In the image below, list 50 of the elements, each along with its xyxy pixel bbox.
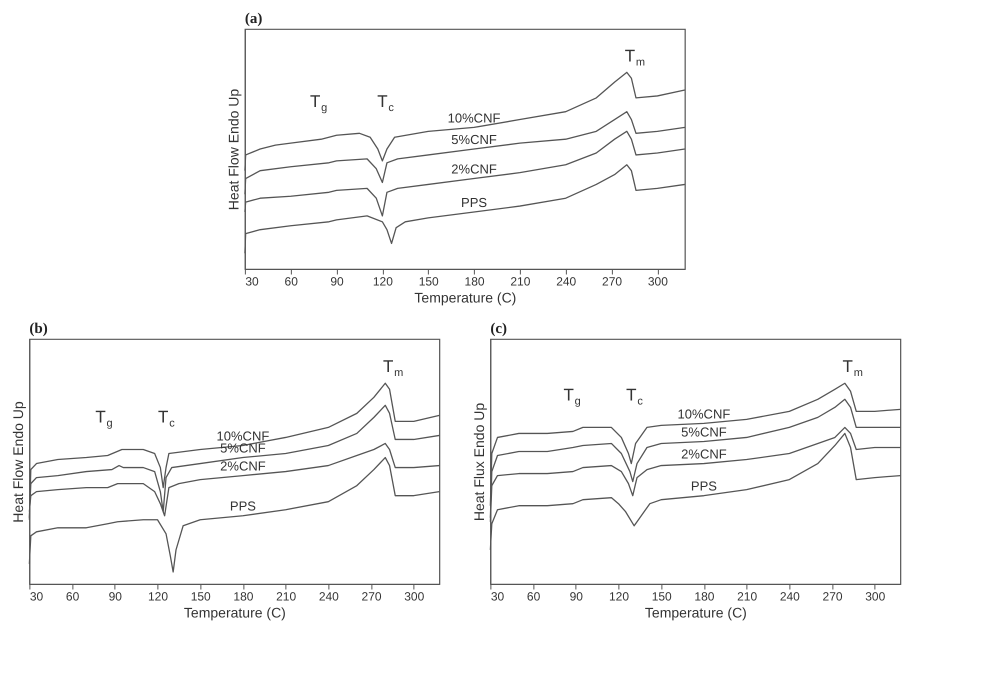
x-tick-label: 120 xyxy=(148,590,168,604)
x-tick-label: 150 xyxy=(418,274,440,288)
x-tick-label: 180 xyxy=(233,590,254,604)
x-tick-label: 300 xyxy=(404,590,425,604)
y-axis-title: Heat Flow Endo Up xyxy=(10,401,26,523)
chart-title: (a) xyxy=(244,11,262,27)
x-tick-label: 150 xyxy=(190,590,212,604)
x-tick-label: 210 xyxy=(510,274,531,288)
series-label: PPS xyxy=(230,498,256,514)
series-label: 2%CNF xyxy=(451,162,497,177)
y-axis-title: Heat Flow Endo Up xyxy=(225,88,242,210)
x-tick-label: 180 xyxy=(694,590,715,604)
x-axis-title: Temperature (C) xyxy=(184,604,286,620)
x-tick-label: 270 xyxy=(362,590,382,604)
x-axis-title: Temperature (C) xyxy=(414,290,516,306)
x-tick-label: 60 xyxy=(66,590,80,604)
series-label: PPS xyxy=(461,194,488,210)
x-tick-label: 240 xyxy=(318,590,340,604)
chart-title: (b) xyxy=(29,321,48,337)
series-label: 10%CNF xyxy=(448,110,500,126)
x-tick-label: 60 xyxy=(526,590,541,604)
x-tick-label: 30 xyxy=(30,590,44,604)
x-tick-label: 120 xyxy=(372,274,394,288)
x-tick-label: 300 xyxy=(865,590,886,604)
x-tick-label: 210 xyxy=(276,590,296,604)
x-tick-label: 60 xyxy=(284,274,298,288)
series-label: 2%CNF xyxy=(681,446,727,462)
x-tick-label: 150 xyxy=(652,590,672,604)
x-tick-label: 90 xyxy=(330,274,344,288)
x-tick-label: 120 xyxy=(608,590,630,604)
x-tick-label: 30 xyxy=(490,590,505,604)
x-tick-label: 90 xyxy=(570,590,584,604)
x-tick-label: 270 xyxy=(602,274,622,288)
x-tick-label: 240 xyxy=(556,274,577,288)
x-axis-title: Temperature (C) xyxy=(644,604,747,620)
chart-title: (c) xyxy=(490,321,508,337)
x-tick-label: 240 xyxy=(780,590,800,604)
series-label: 10%CNF xyxy=(216,428,270,444)
x-tick-label: 180 xyxy=(464,274,485,288)
y-axis-title: Heat Flux Endo Up xyxy=(470,402,487,522)
x-tick-label: 300 xyxy=(648,274,668,288)
x-tick-label: 210 xyxy=(737,590,758,604)
series-label: 2%CNF xyxy=(220,458,266,474)
x-tick-label: 270 xyxy=(822,590,843,604)
series-label: 10%CNF xyxy=(678,406,730,422)
x-tick-label: 30 xyxy=(245,274,260,288)
x-tick-label: 90 xyxy=(108,590,122,604)
series-label: 5%CNF xyxy=(681,424,727,440)
series-label: PPS xyxy=(690,478,718,494)
series-label: 5%CNF xyxy=(451,132,497,148)
